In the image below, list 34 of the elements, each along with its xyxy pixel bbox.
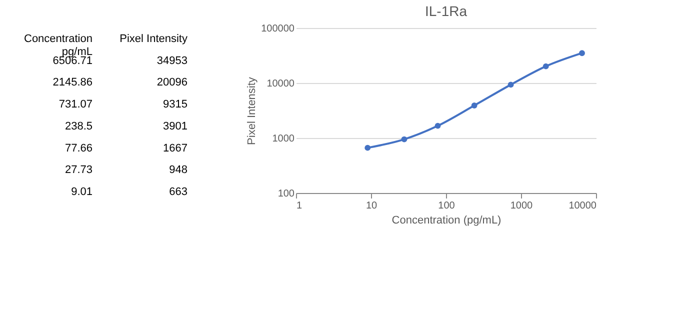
- text: 3901: [163, 120, 188, 132]
- x-tick-label: 10: [366, 200, 378, 212]
- y-tick-label: 100: [278, 188, 295, 200]
- x-tick-label: 100: [438, 200, 456, 212]
- text: 731.07: [58, 98, 92, 111]
- point: [471, 102, 478, 108]
- y-axis-title: Pixel Intensity: [246, 76, 258, 145]
- point: [508, 82, 514, 88]
- text: 27.73: [64, 164, 92, 176]
- x-axis-title: Concentration (pg/mL): [392, 214, 502, 226]
- point: [542, 63, 549, 70]
- text: 238.5: [64, 120, 92, 132]
- text: 6506.71: [52, 54, 92, 67]
- y-tick-label: 10000: [266, 78, 295, 90]
- y-tick-label: 100000: [261, 24, 295, 34]
- point: [434, 122, 441, 129]
- text: 663: [169, 186, 188, 198]
- point: [364, 144, 371, 151]
- point: [401, 136, 408, 142]
- text: Pixel Intensity: [120, 32, 188, 45]
- x-tick-label: 1000: [510, 200, 534, 212]
- x-tick-label: 10000: [568, 200, 597, 212]
- text: 77.66: [64, 142, 92, 154]
- x-tick-label: 1: [296, 200, 302, 212]
- text: 1667: [163, 142, 188, 154]
- text: 2145.86: [52, 76, 92, 89]
- text: 20096: [156, 76, 188, 89]
- text: 948: [169, 164, 188, 176]
- text: 9315: [163, 98, 188, 111]
- chart-title: IL-1Ra: [424, 3, 468, 19]
- y-tick-label: 1000: [272, 134, 295, 144]
- text: 34953: [156, 54, 188, 67]
- point: [579, 50, 585, 56]
- text: 9.01: [71, 186, 92, 198]
